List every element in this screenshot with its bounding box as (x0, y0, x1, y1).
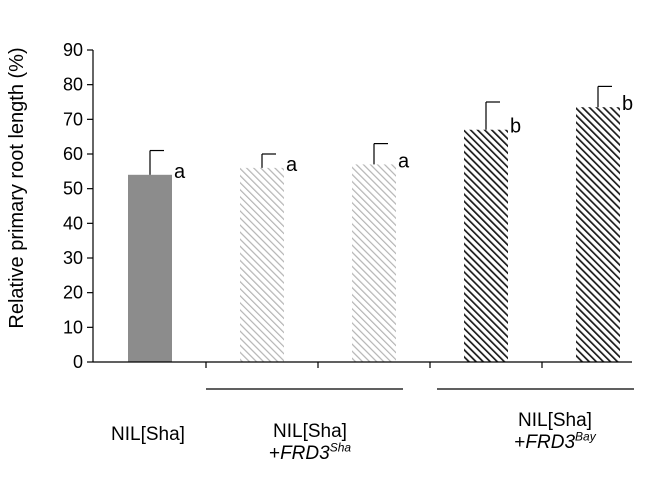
y-tick-label-40: 40 (63, 213, 83, 233)
group-label-line1: NIL[Sha] (111, 424, 185, 445)
group-label-line2: +FRD3Sha (268, 440, 352, 464)
group-label-nil-sha: NIL[Sha] (93, 424, 203, 446)
gene-name: FRD3 (280, 443, 330, 464)
y-tick-label-20: 20 (63, 283, 83, 303)
axes (87, 49, 634, 390)
significance-letter-5: b (622, 93, 633, 115)
group-label-line1: NIL[Sha] (518, 410, 592, 431)
y-tick-label-10: 10 (63, 317, 83, 337)
gene-superscript: Bay (575, 429, 596, 444)
significance-letter-3: a (398, 150, 410, 172)
bar-4 (464, 129, 508, 362)
group-label-line1: NIL[Sha] (273, 421, 347, 442)
bar-3 (352, 164, 396, 362)
significance-letter-4: b (510, 116, 521, 138)
y-tick-label-30: 30 (63, 248, 83, 268)
bars-layer (128, 85, 620, 362)
group-label-line2: +FRD3Bay (514, 429, 596, 453)
significance-letter-2: a (286, 154, 298, 176)
group-label-frd3-sha: NIL[Sha] +FRD3Sha (250, 421, 370, 465)
y-tick-label-70: 70 (63, 109, 83, 129)
y-tick-label-0: 0 (73, 352, 83, 372)
y-tick-label-60: 60 (63, 144, 83, 164)
bar-5 (576, 107, 620, 362)
y-tick-label-80: 80 (63, 75, 83, 95)
y-axis-title: Relative primary root length (%) (6, 47, 28, 328)
group-label-frd3-bay: NIL[Sha] +FRD3Bay (495, 410, 615, 454)
y-tick-label-90: 90 (63, 40, 83, 60)
bar-1 (128, 174, 172, 362)
significance-letter-1: a (174, 161, 186, 183)
y-tick-label-50: 50 (63, 179, 83, 199)
labels-layer: a a a b b 0 10 20 30 40 50 60 70 80 90 (63, 40, 633, 372)
gene-name: FRD3 (525, 432, 576, 453)
gene-superscript: Sha (329, 440, 352, 455)
bar-2 (240, 167, 284, 362)
